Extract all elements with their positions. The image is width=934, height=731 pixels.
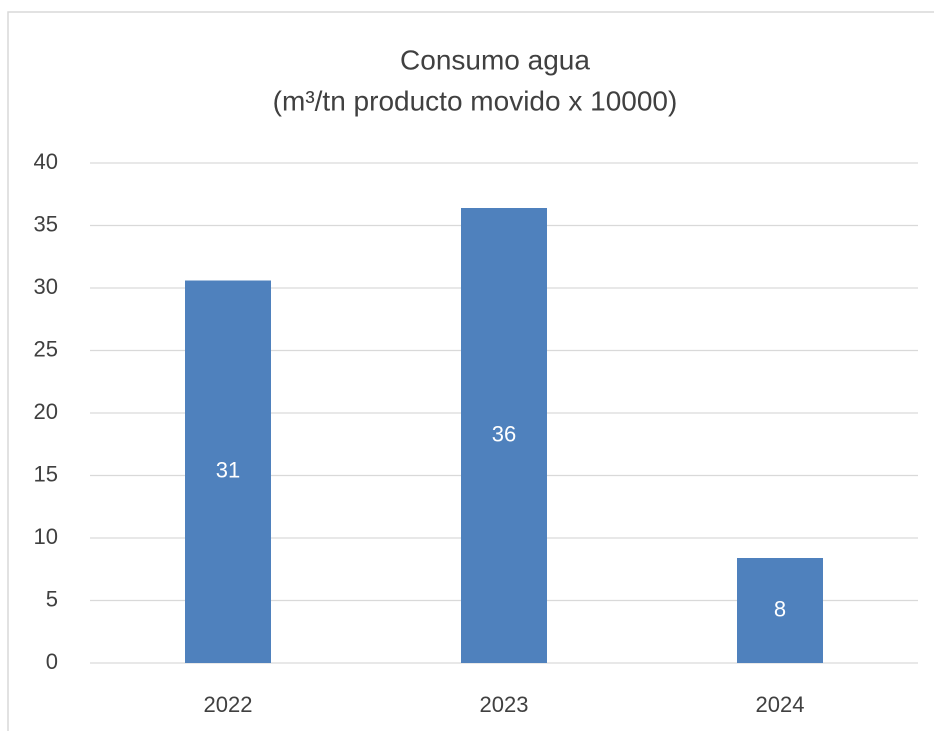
bar <box>461 208 547 663</box>
x-tick-label: 2022 <box>204 692 253 717</box>
y-tick-label: 40 <box>34 149 58 174</box>
y-tick-label: 30 <box>34 274 58 299</box>
y-tick-label: 0 <box>46 649 58 674</box>
x-tick-label: 2024 <box>756 692 805 717</box>
y-tick-label: 35 <box>34 211 58 236</box>
x-tick-label: 2023 <box>480 692 529 717</box>
y-tick-label: 20 <box>34 399 58 424</box>
bar <box>737 558 823 663</box>
data-label: 31 <box>216 458 240 483</box>
y-tick-label: 15 <box>34 461 58 486</box>
chart-title: Consumo agua <box>400 44 590 75</box>
y-tick-label: 10 <box>34 524 58 549</box>
data-label: 8 <box>774 596 786 621</box>
bar <box>185 280 271 663</box>
y-tick-label: 25 <box>34 336 58 361</box>
data-label: 36 <box>492 421 516 446</box>
y-tick-label: 5 <box>46 586 58 611</box>
chart-subtitle: (m³/tn producto movido x 10000) <box>273 85 678 116</box>
